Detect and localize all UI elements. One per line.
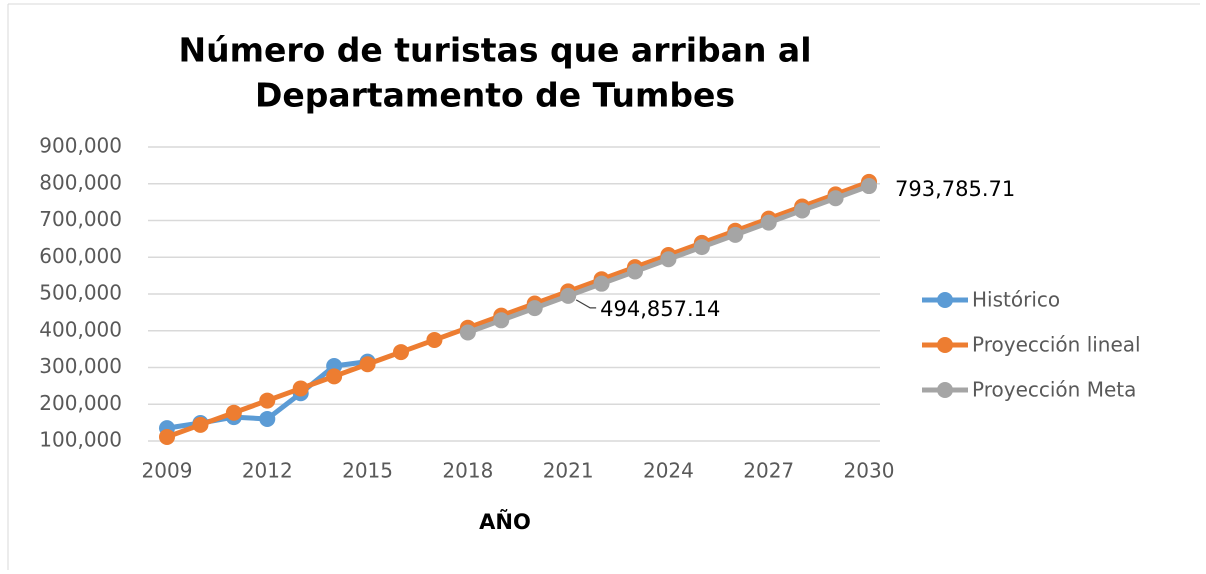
marker — [225, 404, 242, 421]
legend-marker — [937, 382, 953, 398]
marker — [760, 214, 777, 231]
x-tick-label: 2024 — [643, 459, 694, 483]
marker — [827, 190, 844, 207]
x-tick-label: 2018 — [442, 459, 493, 483]
marker — [192, 416, 209, 433]
marker — [861, 178, 877, 195]
marker — [259, 410, 276, 427]
y-tick-label: 600,000 — [39, 244, 122, 268]
marker — [326, 368, 343, 385]
chart-title: Número de turistas que arriban al — [178, 31, 811, 70]
legend-marker — [937, 337, 953, 353]
x-tick-label: 2030 — [844, 459, 895, 483]
x-tick-label: 2009 — [142, 459, 193, 483]
marker — [159, 428, 175, 445]
series-line — [166, 179, 870, 440]
y-tick-label: 500,000 — [39, 281, 122, 305]
marker — [660, 251, 677, 268]
marker — [693, 239, 710, 256]
y-tick-label: 100,000 — [39, 428, 122, 452]
marker — [627, 263, 643, 280]
x-tick-label: 2012 — [242, 459, 293, 483]
y-tick-label: 700,000 — [39, 207, 122, 231]
data-label: 793,785.71 — [895, 177, 1015, 201]
x-tick-label: 2015 — [342, 459, 393, 483]
marker — [292, 380, 309, 397]
marker — [526, 300, 543, 317]
y-tick-label: 300,000 — [39, 354, 122, 378]
marker — [359, 356, 376, 373]
chart-title: Departamento de Tumbes — [255, 76, 735, 115]
y-tick-label: 400,000 — [39, 317, 122, 341]
marker — [593, 275, 610, 292]
marker — [459, 324, 476, 341]
leader-line — [575, 299, 597, 309]
x-tick-label: 2021 — [543, 459, 594, 483]
legend-marker — [937, 292, 953, 308]
marker — [560, 287, 577, 304]
x-axis-title: AÑO — [479, 509, 531, 534]
legend-label: Proyección lineal — [972, 333, 1141, 357]
marker — [794, 202, 811, 219]
legend-label: Proyección Meta — [972, 378, 1136, 402]
data-label: 494,857.14 — [600, 297, 720, 321]
y-tick-label: 200,000 — [39, 391, 122, 415]
x-tick-label: 2027 — [743, 459, 794, 483]
marker — [426, 331, 443, 348]
y-tick-label: 900,000 — [39, 134, 122, 158]
legend-label: Histórico — [972, 288, 1060, 312]
y-tick-label: 800,000 — [39, 170, 122, 194]
marker — [727, 226, 744, 243]
marker — [393, 344, 409, 361]
marker — [493, 312, 510, 329]
marker — [259, 392, 276, 409]
